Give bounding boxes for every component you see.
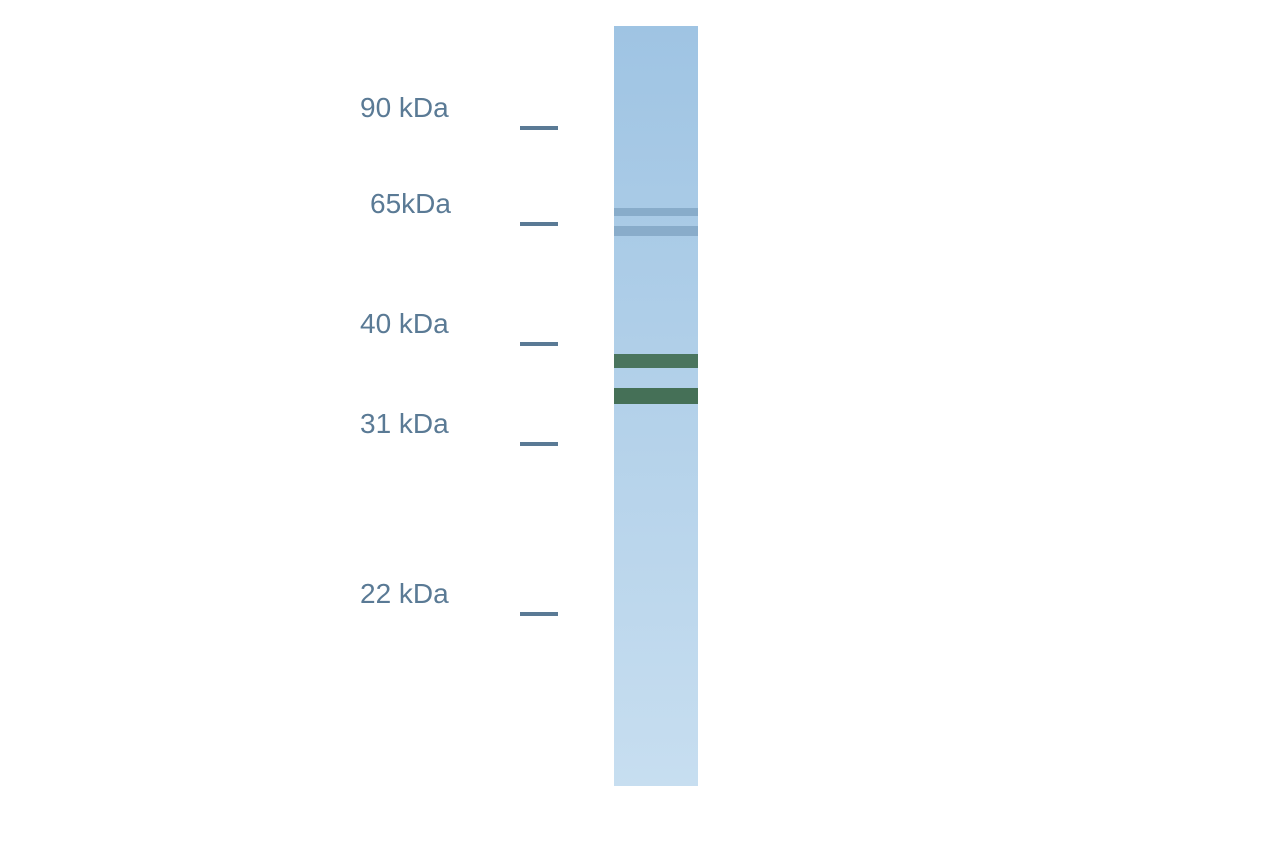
marker-tick-31kda: [520, 442, 558, 446]
blot-band-2: [614, 354, 698, 368]
marker-label-65kda: 65kDa: [370, 188, 451, 220]
marker-tick-40kda: [520, 342, 558, 346]
marker-label-90kda: 90 kDa: [360, 92, 449, 124]
blot-band-1: [614, 226, 698, 236]
blot-band-3: [614, 388, 698, 404]
marker-label-22kda: 22 kDa: [360, 578, 449, 610]
marker-tick-65kda: [520, 222, 558, 226]
marker-label-40kda: 40 kDa: [360, 308, 449, 340]
marker-tick-22kda: [520, 612, 558, 616]
marker-label-31kda: 31 kDa: [360, 408, 449, 440]
marker-tick-90kda: [520, 126, 558, 130]
blot-lane: [614, 26, 698, 786]
blot-figure: 90 kDa 65kDa 40 kDa 31 kDa 22 kDa: [0, 0, 1280, 853]
blot-band-0: [614, 208, 698, 216]
